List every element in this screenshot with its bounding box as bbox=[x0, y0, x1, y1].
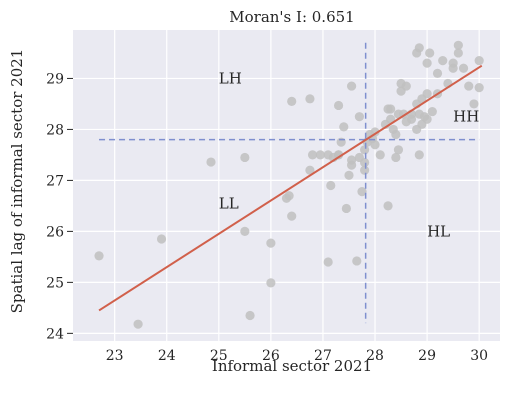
data-point bbox=[422, 115, 431, 124]
x-tick-label: 29 bbox=[418, 348, 436, 364]
data-point bbox=[449, 64, 458, 73]
y-tick-label: 29 bbox=[46, 71, 64, 87]
data-point bbox=[285, 191, 294, 200]
data-point bbox=[266, 239, 275, 248]
data-point bbox=[464, 81, 473, 90]
data-point bbox=[157, 234, 166, 243]
data-point bbox=[422, 59, 431, 68]
data-point bbox=[422, 89, 431, 98]
data-point bbox=[438, 56, 447, 65]
data-point bbox=[287, 97, 296, 106]
y-tick-label: 24 bbox=[46, 326, 64, 342]
data-point bbox=[428, 107, 437, 116]
quadrant-label-hh: HH bbox=[453, 108, 479, 126]
data-point bbox=[370, 140, 379, 149]
x-tick-label: 23 bbox=[106, 348, 124, 364]
data-point bbox=[305, 94, 314, 103]
data-point bbox=[245, 311, 254, 320]
data-point bbox=[360, 158, 369, 167]
x-axis-label: Informal sector 2021 bbox=[212, 357, 372, 375]
y-tick-label: 28 bbox=[46, 122, 64, 138]
data-point bbox=[347, 155, 356, 164]
data-point bbox=[475, 56, 484, 65]
y-tick-label: 25 bbox=[46, 275, 64, 291]
data-point bbox=[342, 204, 351, 213]
data-point bbox=[383, 201, 392, 210]
data-point bbox=[334, 101, 343, 110]
quadrant-label-hl: HL bbox=[427, 222, 450, 240]
data-point bbox=[355, 112, 364, 121]
data-point bbox=[454, 48, 463, 57]
y-axis-label: Spatial lag of informal sector 2021 bbox=[8, 49, 26, 314]
data-point bbox=[266, 278, 275, 287]
quadrant-label-ll: LL bbox=[219, 194, 239, 212]
data-point bbox=[240, 227, 249, 236]
data-point bbox=[133, 320, 142, 329]
data-point bbox=[339, 122, 348, 131]
data-point bbox=[352, 256, 361, 265]
x-tick-label: 30 bbox=[470, 348, 488, 364]
data-point bbox=[391, 130, 400, 139]
data-point bbox=[402, 81, 411, 90]
chart-title: Moran's I: 0.651 bbox=[229, 8, 354, 26]
data-point bbox=[383, 104, 392, 113]
data-point bbox=[415, 150, 424, 159]
data-point bbox=[412, 48, 421, 57]
data-point bbox=[459, 64, 468, 73]
quadrant-label-lh: LH bbox=[219, 69, 242, 87]
y-tick-label: 26 bbox=[46, 224, 64, 240]
data-point bbox=[344, 171, 353, 180]
data-point bbox=[287, 211, 296, 220]
data-point bbox=[94, 251, 103, 260]
data-point bbox=[376, 150, 385, 159]
data-point bbox=[324, 257, 333, 266]
x-tick-label: 24 bbox=[158, 348, 176, 364]
data-point bbox=[347, 81, 356, 90]
y-tick-label: 27 bbox=[46, 173, 64, 189]
data-point bbox=[326, 181, 335, 190]
y-tick-labels: 24 25 26 27 28 29 bbox=[46, 71, 73, 342]
data-point bbox=[206, 157, 215, 166]
data-point bbox=[433, 69, 442, 78]
data-point bbox=[425, 48, 434, 57]
data-point bbox=[240, 153, 249, 162]
data-point bbox=[394, 145, 403, 154]
data-point bbox=[475, 83, 484, 92]
